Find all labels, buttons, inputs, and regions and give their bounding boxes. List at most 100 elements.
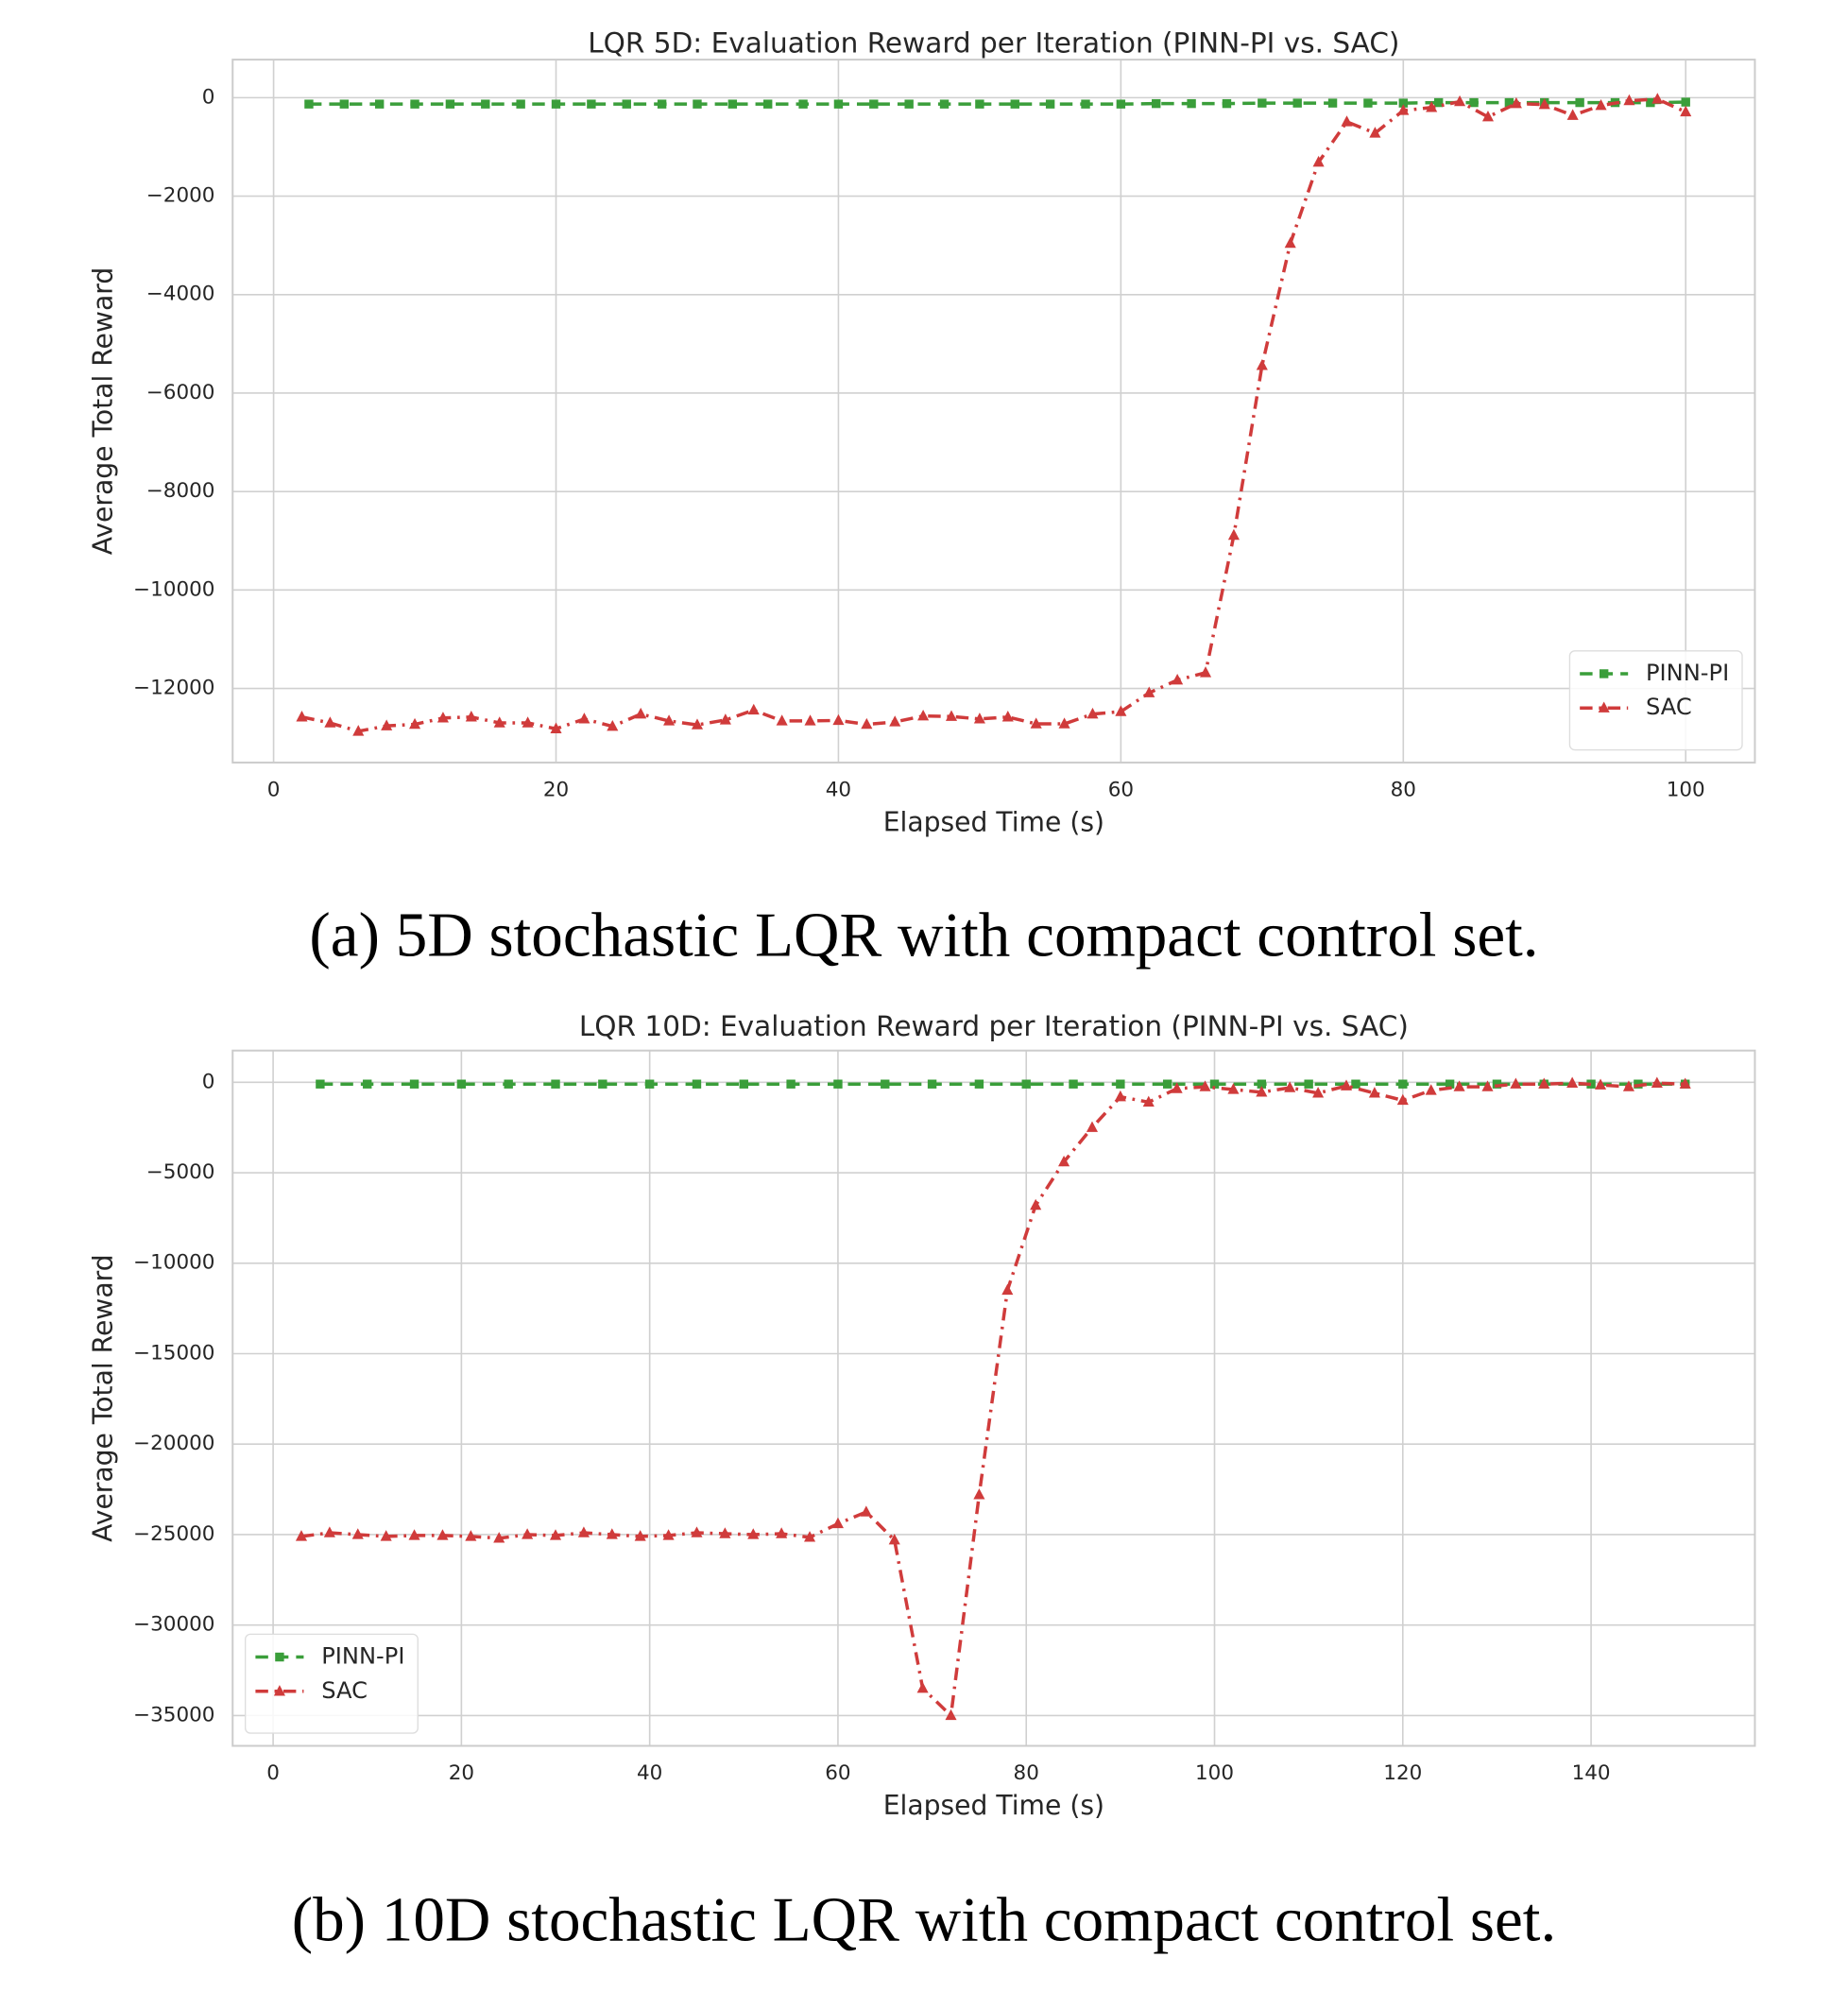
marker — [1199, 666, 1212, 678]
marker — [550, 722, 562, 733]
marker — [445, 99, 455, 109]
marker — [1398, 1079, 1408, 1089]
x-axis-label: Elapsed Time (s) — [883, 806, 1104, 837]
x-axis-label: Elapsed Time (s) — [883, 1790, 1104, 1821]
marker — [1341, 115, 1353, 127]
marker — [727, 99, 738, 109]
marker — [904, 99, 914, 109]
marker — [380, 1530, 392, 1541]
marker — [1351, 1079, 1360, 1089]
legend-marker — [1598, 701, 1610, 713]
y-tick-label: −20000 — [133, 1432, 214, 1455]
marker — [1651, 1076, 1663, 1088]
marker — [363, 1079, 372, 1089]
marker — [804, 714, 816, 726]
marker — [860, 1505, 872, 1517]
marker — [1086, 1121, 1099, 1132]
marker — [607, 719, 619, 731]
marker — [1227, 1083, 1240, 1094]
marker — [691, 718, 704, 730]
marker — [945, 710, 958, 721]
marker — [1594, 1078, 1607, 1090]
x-tick-label: 20 — [449, 1761, 474, 1785]
marker — [481, 99, 490, 109]
marker — [577, 1526, 590, 1537]
marker — [1030, 717, 1042, 729]
marker — [352, 725, 365, 736]
marker — [662, 1529, 675, 1540]
marker — [927, 1079, 937, 1089]
marker — [776, 714, 788, 726]
marker — [1187, 98, 1196, 109]
marker — [881, 1079, 890, 1089]
marker — [598, 1079, 607, 1089]
y-tick-label: −2000 — [146, 184, 215, 208]
marker — [408, 1529, 420, 1540]
marker — [1368, 1087, 1380, 1098]
marker — [1586, 1079, 1596, 1089]
marker — [465, 711, 477, 722]
marker — [1433, 97, 1444, 108]
marker — [1143, 686, 1155, 697]
marker — [1575, 97, 1584, 108]
marker — [1504, 97, 1514, 108]
marker — [1058, 717, 1070, 729]
marker — [975, 99, 984, 109]
marker — [1510, 1077, 1522, 1089]
marker — [1679, 1077, 1691, 1089]
marker — [939, 99, 950, 109]
marker — [635, 707, 647, 719]
marker — [516, 99, 525, 109]
marker — [1681, 97, 1690, 107]
series-line — [308, 100, 1686, 106]
x-tick-label: 80 — [1391, 778, 1416, 801]
x-tick-label: 80 — [1014, 1761, 1039, 1785]
x-tick-label: 140 — [1572, 1761, 1611, 1785]
marker — [551, 1079, 560, 1089]
marker — [296, 711, 308, 722]
marker — [1021, 1079, 1031, 1089]
marker — [974, 1079, 984, 1089]
marker — [1115, 705, 1127, 716]
y-tick-label: −4000 — [146, 283, 215, 306]
marker — [409, 1079, 419, 1089]
marker — [1152, 98, 1161, 109]
marker — [1222, 98, 1232, 109]
marker — [1256, 1086, 1268, 1097]
legend-marker — [273, 1685, 285, 1696]
marker — [295, 1530, 308, 1541]
marker — [747, 703, 760, 715]
series-line — [301, 97, 1686, 733]
marker — [798, 99, 808, 109]
marker — [1292, 98, 1302, 108]
marker — [1087, 707, 1099, 719]
marker — [1369, 127, 1381, 138]
marker — [1595, 98, 1607, 111]
marker — [691, 1526, 703, 1537]
y-tick-label: −5000 — [146, 1160, 215, 1184]
marker — [551, 99, 561, 109]
marker — [1566, 109, 1579, 120]
x-tick-label: 40 — [826, 778, 851, 801]
chart-title: LQR 5D: Evaluation Reward per Iteration … — [588, 26, 1399, 59]
chart: LQR 5D: Evaluation Reward per Iteration … — [88, 26, 1756, 970]
marker — [316, 1079, 325, 1089]
marker — [456, 1079, 467, 1089]
plot-frame — [231, 1049, 1756, 1747]
marker — [719, 713, 731, 725]
y-tick-label: −25000 — [133, 1522, 214, 1546]
marker — [1646, 97, 1655, 108]
marker — [578, 713, 590, 724]
marker — [663, 714, 676, 726]
y-axis-label: Average Total Reward — [88, 1254, 119, 1541]
marker — [587, 99, 596, 109]
marker — [522, 1528, 534, 1539]
marker — [832, 713, 845, 726]
series-line — [300, 1081, 1685, 1720]
y-tick-label: 0 — [202, 1070, 215, 1093]
marker — [1209, 1079, 1220, 1089]
marker — [1001, 1283, 1014, 1296]
y-tick-label: −10000 — [133, 1251, 214, 1275]
caption: (b) 10D stochastic LQR with compact cont… — [292, 1884, 1556, 1955]
